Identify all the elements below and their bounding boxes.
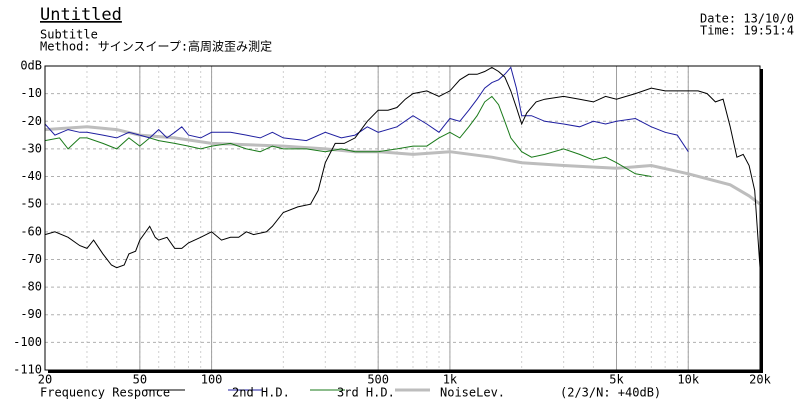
plot-frame xyxy=(44,65,761,371)
y-tick-label: -10 xyxy=(20,86,42,100)
series-line xyxy=(44,95,652,177)
x-tick-label: 20 xyxy=(38,373,52,387)
y-tick-label: -40 xyxy=(20,169,42,183)
y-tick-label: -30 xyxy=(20,141,42,155)
x-tick-label: 20k xyxy=(749,373,771,387)
y-tick-label: -50 xyxy=(20,197,42,211)
x-tick-label: 1k xyxy=(443,373,458,387)
x-tick-label: 5k xyxy=(609,373,624,387)
subtitle: Subtitle xyxy=(40,28,98,42)
plot-area xyxy=(44,65,761,371)
legend-label: 3rd H.D. xyxy=(337,386,395,400)
legend-note: (2/3/N: +40dB) xyxy=(560,386,661,400)
series-line xyxy=(44,66,689,152)
y-tick-label: -90 xyxy=(20,307,42,321)
y-tick-label: -100 xyxy=(13,335,42,349)
chart-title: Untitled xyxy=(40,5,122,25)
method: Method: サインスイープ:高周波歪み測定 xyxy=(40,39,272,54)
x-tick-label: 100 xyxy=(201,373,223,387)
series-line xyxy=(44,66,761,269)
legend-label: NoiseLev. xyxy=(440,386,505,400)
y-tick-label: -110 xyxy=(13,363,42,377)
y-tick-label: 0dB xyxy=(20,59,42,73)
legend-label: Frequency Responce xyxy=(40,386,170,400)
date: Date: 13/10/0 xyxy=(700,12,794,26)
y-tick-label: -60 xyxy=(20,224,42,238)
y-tick-label: -20 xyxy=(20,114,42,128)
time: Time: 19:51:4 xyxy=(700,24,794,38)
y-tick-label: -80 xyxy=(20,280,42,294)
y-tick-label: -70 xyxy=(20,252,42,266)
x-tick-label: 10k xyxy=(677,373,699,387)
legend-label: 2nd H.D. xyxy=(232,386,290,400)
x-tick-label: 50 xyxy=(133,373,147,387)
x-tick-label: 500 xyxy=(367,373,389,387)
